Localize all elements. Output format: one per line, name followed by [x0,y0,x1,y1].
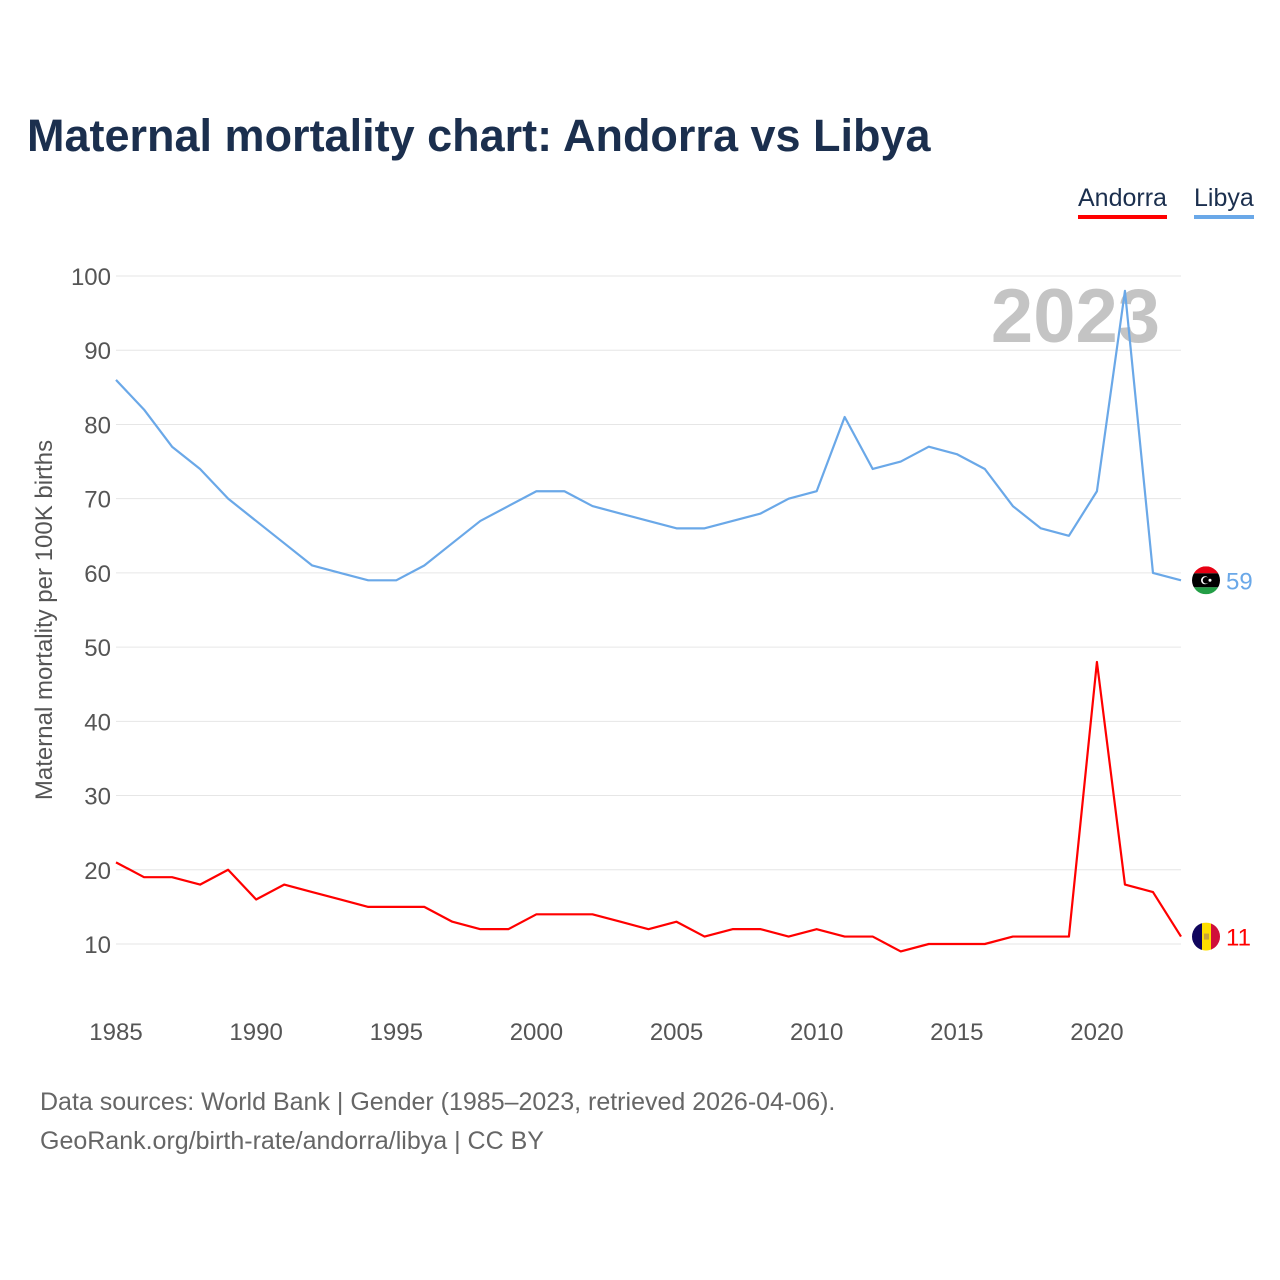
y-tick-label: 30 [84,784,111,811]
y-tick-label: 70 [84,487,111,514]
flag-stripe [1211,922,1220,951]
x-tick-label: 2015 [930,1019,983,1046]
y-tick-label: 20 [84,858,111,885]
x-tick-label: 2000 [510,1019,563,1046]
y-tick-label: 40 [84,709,111,736]
y-tick-label: 50 [84,635,111,662]
x-tick-label: 2020 [1070,1019,1123,1046]
year-watermark: 2023 [991,274,1160,359]
end-value-label-andorra: 11 [1226,925,1251,952]
x-tick-label: 2010 [790,1019,843,1046]
y-axis-label: Maternal mortality per 100K births [31,440,58,800]
flag-icon-libya [1192,566,1220,595]
x-tick-label: 1995 [370,1019,423,1046]
x-tick-label: 1990 [229,1019,282,1046]
star-icon [1208,578,1212,582]
y-tick-label: 90 [84,338,111,365]
crescent-cut [1202,577,1210,584]
flag-stripe [1192,587,1220,595]
coat-of-arms-icon [1204,933,1209,940]
flag-stripe [1192,566,1220,574]
flag-icon-andorra [1192,922,1220,951]
y-tick-label: 80 [84,412,111,439]
x-tick-label: 2005 [650,1019,703,1046]
flag-stripe [1192,922,1202,951]
flag-body [1192,566,1220,595]
legend-andorra[interactable]: Andorra [1078,184,1167,219]
series-line-andorra [115,660,1182,953]
end-value-label-libya: 59 [1226,568,1253,595]
series-line-libya [115,289,1182,582]
legend-libya[interactable]: Libya [1194,184,1254,219]
chart-title: Maternal mortality chart: Andorra vs Lib… [27,110,931,161]
x-tick-label: 1985 [89,1019,142,1046]
flag-body [1192,922,1220,951]
y-tick-label: 10 [84,932,111,959]
footer-credit: GeoRank.org/birth-rate/andorra/libya | C… [40,1127,544,1155]
y-tick-label: 60 [84,561,111,588]
y-tick-label: 100 [71,264,111,291]
footer-sources: Data sources: World Bank | Gender (1985–… [40,1088,836,1116]
